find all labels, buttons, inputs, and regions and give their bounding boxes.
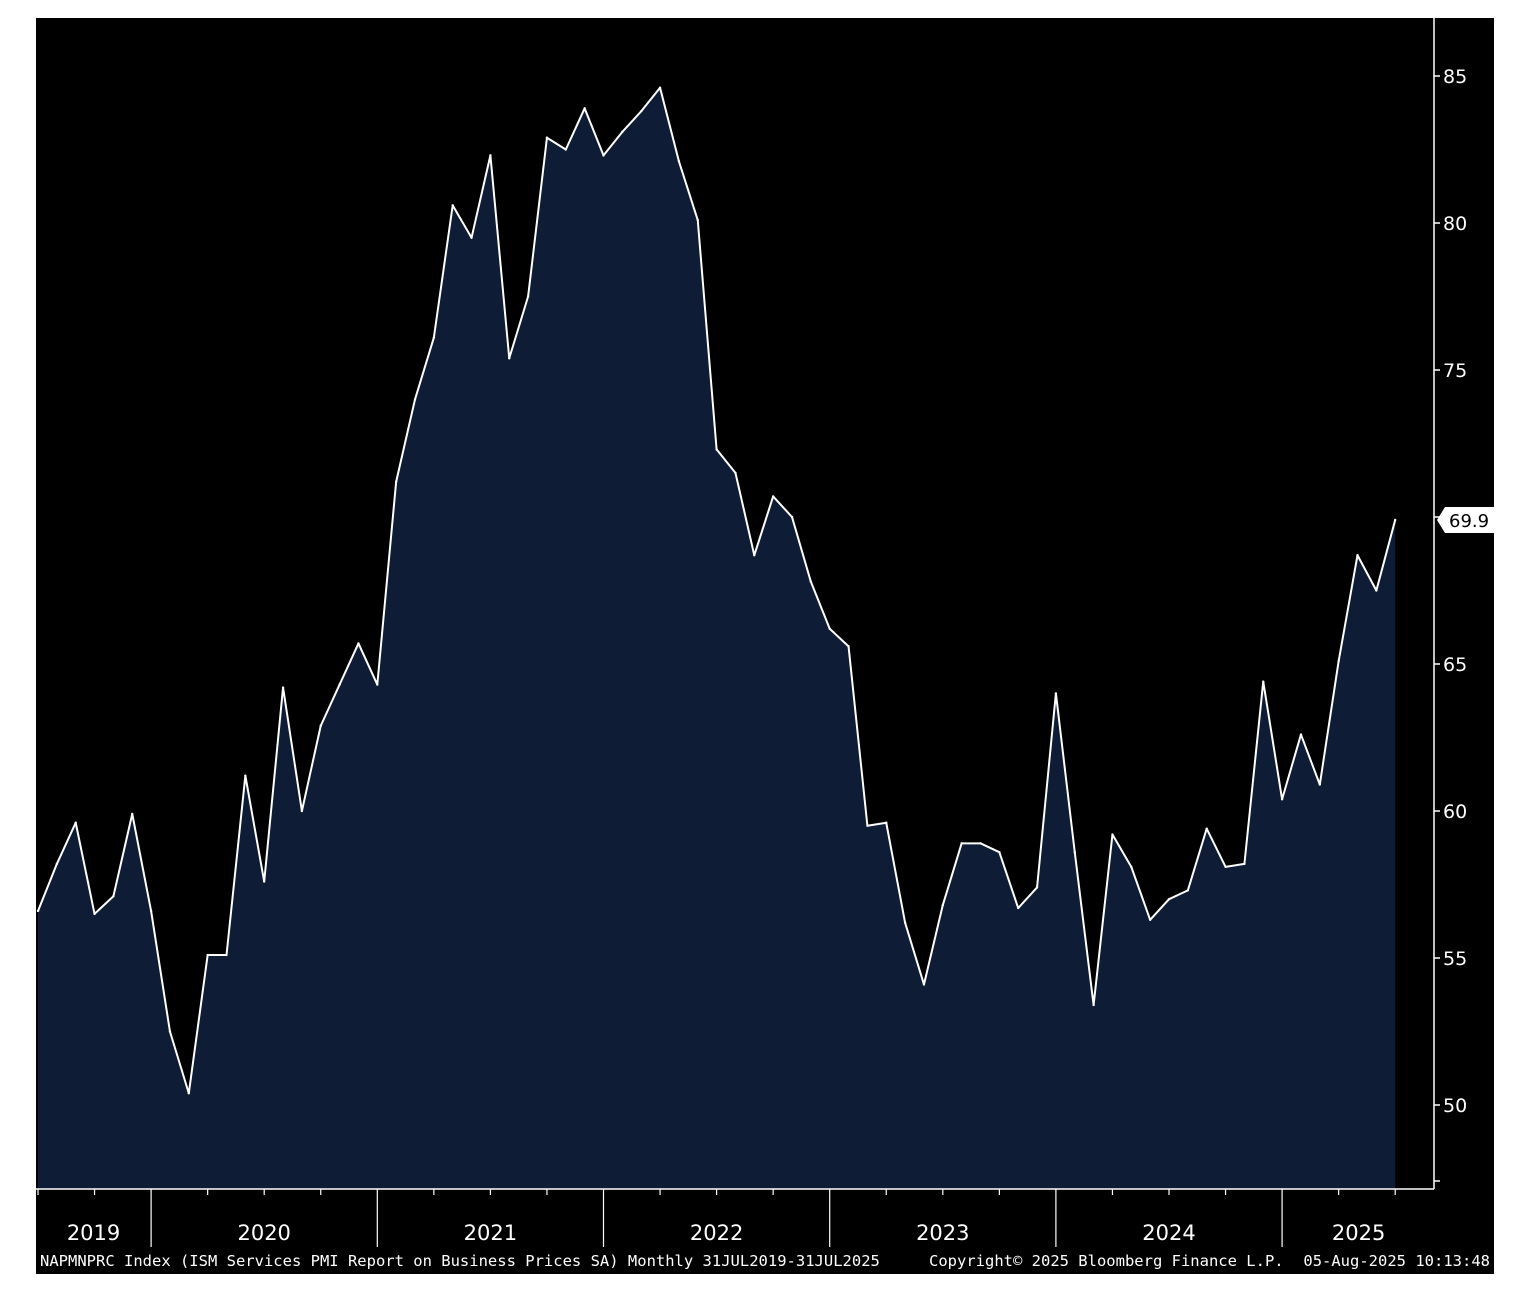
data-point xyxy=(394,480,398,483)
data-point xyxy=(432,336,436,339)
data-point xyxy=(55,862,59,866)
data-point xyxy=(1280,798,1284,801)
data-point xyxy=(1054,692,1058,695)
data-point xyxy=(74,821,77,824)
data-point xyxy=(244,774,247,777)
data-point xyxy=(734,471,737,475)
data-point xyxy=(979,842,982,845)
data-point xyxy=(1092,1003,1095,1007)
data-point xyxy=(357,642,360,645)
data-point xyxy=(451,204,454,207)
footer-timestamp: 05-Aug-2025 10:13:48 xyxy=(1303,1252,1490,1270)
data-point xyxy=(1337,659,1340,663)
data-point xyxy=(545,136,549,139)
data-point xyxy=(168,1030,172,1033)
x-year-label: 2024 xyxy=(1142,1221,1195,1245)
data-point xyxy=(1318,783,1322,786)
data-point xyxy=(1111,833,1114,836)
data-point xyxy=(583,107,586,110)
data-point xyxy=(1205,827,1208,830)
data-point xyxy=(1186,889,1190,892)
data-point xyxy=(1167,898,1171,901)
data-point xyxy=(131,812,134,816)
data-point xyxy=(1262,680,1265,683)
data-point xyxy=(526,295,530,298)
data-point xyxy=(809,580,813,583)
data-point xyxy=(187,1092,190,1095)
data-point xyxy=(715,448,718,451)
data-point xyxy=(866,824,869,827)
data-point xyxy=(376,683,379,686)
last-value-label: 69.9 xyxy=(1449,511,1489,532)
data-point xyxy=(677,160,681,163)
data-point xyxy=(1243,862,1246,866)
data-point xyxy=(998,850,1001,854)
data-point xyxy=(1017,906,1020,910)
data-point xyxy=(1148,918,1152,921)
data-point xyxy=(602,154,605,157)
footer-series-description: NAPMNPRC Index (ISM Services PMI Report … xyxy=(40,1252,880,1270)
data-point xyxy=(941,903,944,907)
y-tick-label: 75 xyxy=(1443,360,1467,382)
y-tick-label: 55 xyxy=(1443,948,1467,970)
data-point xyxy=(1394,518,1397,522)
data-point xyxy=(564,148,567,151)
data-point xyxy=(508,357,511,360)
x-year-label: 2020 xyxy=(237,1221,290,1245)
data-point xyxy=(149,909,153,913)
data-point xyxy=(1035,886,1039,889)
price-index-chart: 5055606570758085 20192020202120222023202… xyxy=(36,18,1494,1270)
x-year-label: 2022 xyxy=(690,1221,743,1245)
data-point xyxy=(263,880,266,883)
data-point xyxy=(696,218,699,222)
data-point xyxy=(1356,554,1359,557)
y-tick-label: 85 xyxy=(1443,66,1467,88)
x-year-label: 2023 xyxy=(916,1221,969,1245)
data-point xyxy=(960,842,963,845)
data-point xyxy=(470,236,473,239)
data-point xyxy=(281,686,285,689)
data-point xyxy=(771,495,775,498)
data-point xyxy=(903,921,907,924)
data-point xyxy=(1224,865,1227,869)
footer-copyright: Copyright© 2025 Bloomberg Finance L.P. xyxy=(929,1252,1284,1270)
data-point xyxy=(300,809,304,813)
data-point xyxy=(621,130,624,134)
chart-frame: 5055606570758085 20192020202120222023202… xyxy=(36,18,1494,1274)
data-point xyxy=(885,821,888,824)
data-point xyxy=(413,398,417,401)
data-point xyxy=(489,154,492,157)
data-point xyxy=(36,909,40,913)
y-tick-label: 50 xyxy=(1443,1095,1467,1117)
data-point xyxy=(93,912,96,916)
data-point xyxy=(828,627,831,630)
x-year-label: 2021 xyxy=(464,1221,517,1245)
data-point xyxy=(922,983,926,986)
data-point xyxy=(1375,589,1378,592)
y-tick-label: 65 xyxy=(1443,654,1467,676)
data-point xyxy=(1130,865,1133,869)
data-point xyxy=(1073,850,1076,854)
data-point xyxy=(319,724,322,727)
last-value-tag xyxy=(1437,506,1494,533)
data-point xyxy=(206,953,209,957)
x-year-label: 2019 xyxy=(67,1221,120,1245)
data-point xyxy=(225,953,228,957)
data-point xyxy=(1299,733,1303,736)
data-point xyxy=(847,645,850,648)
data-point xyxy=(753,554,756,557)
series-area xyxy=(38,87,1396,1189)
data-point xyxy=(790,515,794,519)
data-point xyxy=(112,895,115,898)
data-point xyxy=(338,683,341,686)
y-tick-label: 60 xyxy=(1443,801,1467,823)
y-tick-label: 80 xyxy=(1443,213,1467,235)
x-year-label: 2025 xyxy=(1332,1221,1385,1245)
data-point xyxy=(658,86,662,89)
data-point xyxy=(640,110,643,113)
